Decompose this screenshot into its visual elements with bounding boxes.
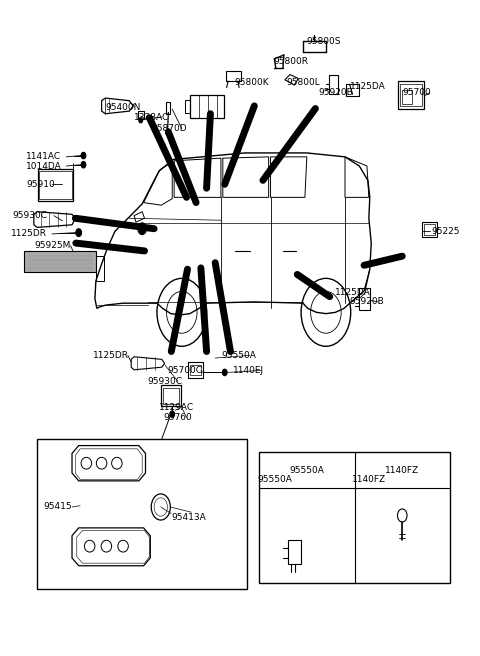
Bar bbox=[39, 171, 72, 199]
Text: 95925M: 95925M bbox=[35, 241, 71, 250]
Bar bbox=[329, 75, 338, 94]
Bar bbox=[37, 439, 247, 589]
Circle shape bbox=[222, 369, 227, 376]
Text: 95550A: 95550A bbox=[289, 466, 324, 475]
Text: 1014DA: 1014DA bbox=[26, 161, 62, 171]
Text: 95800K: 95800K bbox=[234, 78, 269, 87]
Bar bbox=[185, 100, 190, 113]
Bar bbox=[189, 362, 203, 378]
Text: 95225: 95225 bbox=[431, 227, 459, 236]
Text: 1140FZ: 1140FZ bbox=[385, 466, 420, 475]
Text: 95800L: 95800L bbox=[287, 78, 321, 87]
Text: 95930C: 95930C bbox=[147, 377, 182, 386]
Text: 95413A: 95413A bbox=[171, 513, 206, 522]
Bar bbox=[190, 96, 224, 117]
Text: 1338AC: 1338AC bbox=[134, 113, 169, 121]
Circle shape bbox=[81, 152, 86, 159]
Bar bbox=[346, 85, 360, 96]
Text: 1141AC: 1141AC bbox=[26, 152, 61, 161]
Text: 95870D: 95870D bbox=[152, 124, 187, 133]
Bar bbox=[402, 90, 412, 104]
Text: 95415: 95415 bbox=[43, 502, 72, 512]
Bar bbox=[138, 111, 144, 119]
Text: 95920B: 95920B bbox=[350, 297, 384, 306]
Text: 95700C: 95700C bbox=[168, 366, 203, 375]
Circle shape bbox=[81, 161, 86, 168]
Text: 1125DR: 1125DR bbox=[93, 351, 129, 360]
Text: 95930C: 95930C bbox=[12, 211, 47, 220]
Bar bbox=[400, 84, 422, 106]
Circle shape bbox=[76, 229, 82, 237]
Text: 95550A: 95550A bbox=[221, 351, 256, 360]
Bar bbox=[37, 169, 73, 201]
Text: 95400N: 95400N bbox=[106, 103, 141, 112]
Text: 1129AC: 1129AC bbox=[159, 403, 194, 412]
Text: 95920B: 95920B bbox=[318, 89, 353, 97]
Text: 1125DA: 1125DA bbox=[350, 82, 385, 91]
Bar bbox=[259, 452, 450, 583]
Text: 1125DA: 1125DA bbox=[336, 287, 371, 297]
Text: 1140EJ: 1140EJ bbox=[233, 366, 264, 375]
Bar bbox=[360, 287, 370, 310]
Bar bbox=[422, 222, 437, 237]
Text: 1140FZ: 1140FZ bbox=[352, 475, 386, 484]
Circle shape bbox=[138, 223, 146, 235]
Bar bbox=[288, 540, 301, 564]
Text: 95800S: 95800S bbox=[307, 37, 341, 47]
Bar bbox=[163, 388, 179, 404]
Bar bbox=[191, 365, 201, 375]
Text: 95760: 95760 bbox=[164, 413, 192, 422]
Text: 95550A: 95550A bbox=[257, 475, 292, 484]
Text: 1125DR: 1125DR bbox=[11, 230, 47, 238]
Bar bbox=[166, 102, 170, 113]
Text: 95910: 95910 bbox=[26, 180, 55, 189]
Circle shape bbox=[170, 411, 175, 417]
Bar bbox=[424, 224, 435, 235]
Bar bbox=[398, 81, 424, 108]
Bar bbox=[226, 71, 241, 81]
Text: 95700: 95700 bbox=[402, 89, 431, 97]
Text: 95800R: 95800R bbox=[274, 57, 309, 66]
Bar bbox=[161, 386, 181, 406]
Circle shape bbox=[139, 117, 143, 123]
Bar bbox=[96, 256, 105, 281]
Bar bbox=[24, 251, 96, 272]
